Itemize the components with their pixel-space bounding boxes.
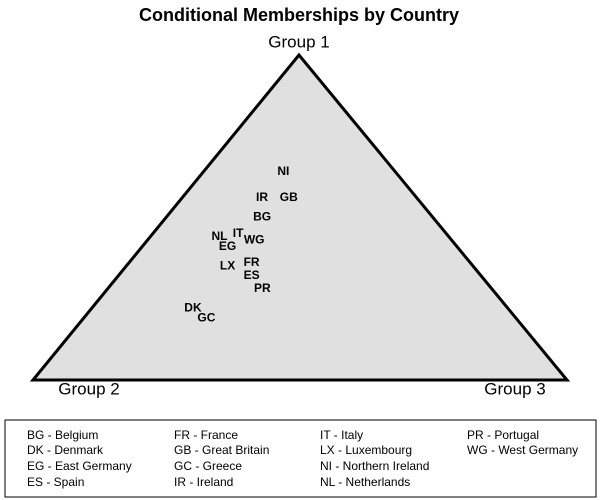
point-label: GB: [280, 190, 298, 204]
legend-entry: IR - Ireland: [174, 475, 233, 489]
triangle: [29, 52, 571, 382]
point-label: ES: [244, 268, 260, 282]
vertex-label: Group 2: [58, 379, 119, 398]
legend-entry: GB - Great Britain: [174, 443, 269, 457]
point-label: BG: [253, 210, 271, 224]
legend-entry: DK - Denmark: [27, 443, 104, 457]
point-label: EG: [219, 239, 236, 253]
point-label: IT: [233, 226, 244, 240]
chart-title: Conditional Memberships by Country: [139, 5, 459, 25]
point-label: DK: [184, 301, 202, 315]
legend-entry: GC - Greece: [174, 459, 242, 473]
point-label: NL: [211, 229, 227, 243]
legend-entry: BG - Belgium: [27, 428, 98, 442]
legend-entry: PR - Portugal: [467, 428, 539, 442]
point-label: IR: [256, 190, 268, 204]
legend-entry: NL - Netherlands: [320, 475, 410, 489]
legend-entry: NI - Northern Ireland: [320, 459, 429, 473]
point-label: LX: [220, 258, 235, 272]
point-label: PR: [254, 281, 271, 295]
vertex-label: Group 3: [484, 379, 545, 398]
point-label: NI: [277, 164, 289, 178]
point-label: FR: [244, 255, 260, 269]
legend-entry: WG - West Germany: [467, 443, 578, 457]
legend-entry: LX - Luxembourg: [320, 443, 412, 457]
legend-entry: IT - Italy: [320, 428, 363, 442]
vertex-label: Group 1: [268, 32, 329, 51]
point-label: WG: [244, 232, 265, 246]
point-label: GC: [197, 310, 215, 324]
legend-box: [4, 419, 597, 498]
legend-entry: FR - France: [174, 428, 238, 442]
legend-entry: ES - Spain: [27, 475, 84, 489]
legend-entry: EG - East Germany: [27, 459, 132, 473]
